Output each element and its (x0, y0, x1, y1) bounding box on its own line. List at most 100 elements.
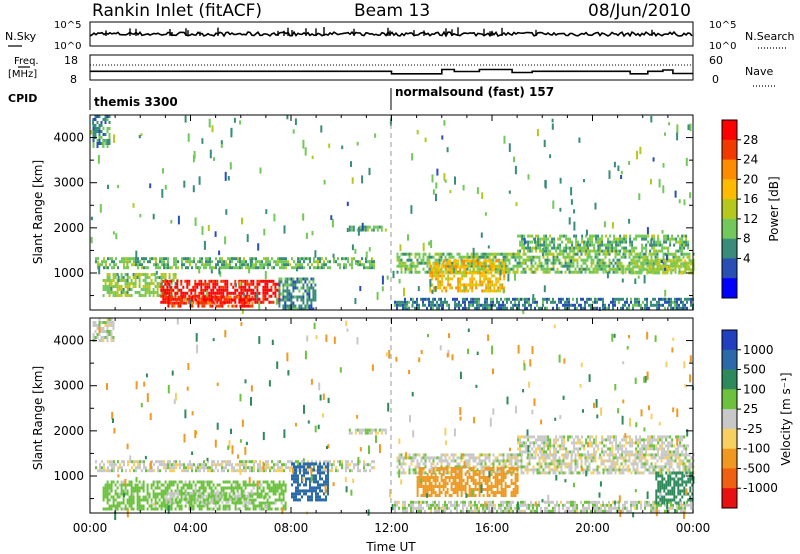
heatmap-cell (483, 274, 486, 278)
heatmap-cell (501, 286, 504, 290)
heatmap-cell (114, 276, 117, 279)
heatmap-cell (503, 271, 506, 275)
heatmap-cell (469, 262, 472, 266)
heatmap-cell (608, 267, 611, 271)
heatmap-cell (490, 297, 492, 301)
heatmap-cell (429, 265, 432, 269)
heatmap-cell (497, 289, 500, 293)
heatmap-cell (314, 283, 317, 287)
heatmap-cell (536, 264, 539, 268)
heatmap-cell (177, 260, 179, 264)
heatmap-cell (283, 266, 285, 270)
heatmap-cell (396, 270, 399, 274)
heatmap-cell (315, 486, 317, 490)
heatmap-cell (265, 260, 267, 264)
heatmap-cell (217, 494, 220, 498)
heatmap-cell (142, 279, 145, 282)
heatmap-cell (494, 456, 497, 460)
heatmap-cell (348, 228, 351, 232)
heatmap-cell (201, 226, 204, 236)
heatmap-cell (217, 469, 219, 473)
heatmap-cell (163, 463, 165, 467)
heatmap-cell (461, 262, 464, 266)
heatmap-cell (648, 270, 651, 274)
heatmap-cell (444, 297, 446, 301)
heatmap-cell (204, 504, 207, 508)
heatmap-cell (473, 271, 476, 275)
heatmap-cell (131, 460, 133, 464)
heatmap-cell (544, 252, 547, 256)
heatmap-cell (418, 453, 421, 457)
heatmap-cell (323, 263, 325, 267)
heatmap-cell (225, 466, 227, 470)
heatmap-cell (323, 469, 325, 473)
heatmap-cell (571, 249, 574, 253)
heatmap-cell (252, 282, 255, 286)
heatmap-cell (243, 304, 246, 308)
heatmap-cell (160, 300, 163, 304)
heatmap-cell (164, 300, 167, 304)
heatmap-cell (266, 288, 269, 292)
heatmap-cell (447, 274, 450, 278)
heatmap-cell (610, 300, 612, 304)
heatmap-cell (579, 246, 582, 250)
heatmap-cell (641, 234, 644, 238)
heatmap-cell (450, 261, 453, 265)
heatmap-cell (408, 468, 411, 472)
heatmap-cell (196, 489, 199, 493)
heatmap-cell (227, 266, 229, 270)
heatmap-cell (278, 483, 281, 487)
heatmap-cell (275, 463, 277, 467)
heatmap-cell (492, 255, 495, 259)
heatmap-cell (286, 280, 289, 284)
heatmap-cell (661, 243, 664, 247)
heatmap-cell (327, 480, 329, 484)
heatmap-cell (579, 249, 582, 253)
heatmap-cell (173, 469, 175, 473)
heatmap-cell (531, 246, 534, 250)
heatmap-cell (315, 474, 317, 478)
heatmap-cell (398, 261, 401, 265)
heatmap-cell (311, 489, 313, 493)
heatmap-cell (196, 480, 199, 484)
heatmap-cell (440, 456, 443, 460)
heatmap-cell (225, 494, 228, 498)
heatmap-cell (164, 489, 167, 493)
heatmap-cell (219, 260, 221, 264)
heatmap-cell (553, 246, 556, 250)
heatmap-cell (153, 257, 155, 261)
heatmap-cell (298, 307, 301, 311)
heatmap-cell (136, 273, 139, 276)
heatmap-cell (518, 306, 520, 310)
heatmap-cell (660, 264, 663, 268)
heatmap-cell (493, 289, 496, 293)
heatmap-cell (119, 466, 121, 470)
heatmap-cell (471, 259, 474, 263)
heatmap-cell (199, 469, 201, 473)
heatmap-cell (307, 489, 309, 493)
heatmap-cell (333, 260, 335, 264)
heatmap-cell (396, 459, 399, 463)
heatmap-cell (166, 489, 169, 493)
heatmap-cell (121, 469, 123, 473)
heatmap-cell (252, 480, 255, 484)
heatmap-cell (562, 252, 565, 256)
heatmap-cell (257, 266, 259, 270)
heatmap-cell (588, 252, 591, 257)
heatmap-cell (295, 495, 297, 499)
heatmap-cell (545, 243, 548, 247)
heatmap-cell (416, 264, 419, 268)
heatmap-cell (276, 486, 279, 490)
heatmap-cell (357, 469, 359, 473)
heatmap-cell (155, 257, 157, 261)
heatmap-cell (416, 465, 419, 469)
heatmap-cell (672, 300, 674, 304)
heatmap-cell (99, 204, 102, 213)
heatmap-cell (314, 292, 317, 296)
heatmap-cell (519, 240, 522, 244)
heatmap-cell (280, 486, 283, 490)
heatmap-cell (343, 266, 345, 270)
heatmap-cell (126, 282, 129, 285)
heatmap-cell (250, 489, 253, 493)
heatmap-cell (162, 288, 165, 292)
